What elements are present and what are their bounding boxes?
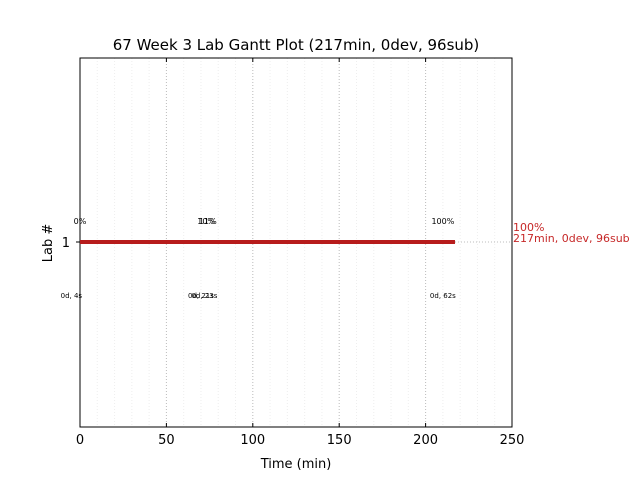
time-label: 0d, 21s [188,292,214,300]
x-tick-label: 100 [240,433,265,448]
x-tick-label: 200 [413,433,438,448]
percent-label: 10% [197,217,215,226]
time-label: 0d, 62s [430,292,456,300]
x-tick-label: 250 [500,433,525,448]
x-tick-label: 150 [327,433,352,448]
x-tick-label: 0 [76,433,84,448]
time-label: 0d, 4s [61,292,83,300]
x-axis: 0 50 100 150 200 250 [76,58,525,448]
percent-label: 11% [199,217,217,226]
y-axis-label: Lab # [41,224,56,263]
time-label: 0d, 23s [191,292,217,300]
percent-label: 0% [74,217,87,226]
chart-title: 67 Week 3 Lab Gantt Plot (217min, 0dev, … [113,36,480,54]
summary-stats: 217min, 0dev, 96sub [513,232,630,245]
y-tick-label: 1 [62,236,70,251]
summary-percent: 100% [513,221,544,234]
gantt-bar [80,240,455,244]
x-axis-label: Time (min) [260,457,332,472]
x-tick-label: 50 [158,433,175,448]
percent-label: 100% [431,217,454,226]
